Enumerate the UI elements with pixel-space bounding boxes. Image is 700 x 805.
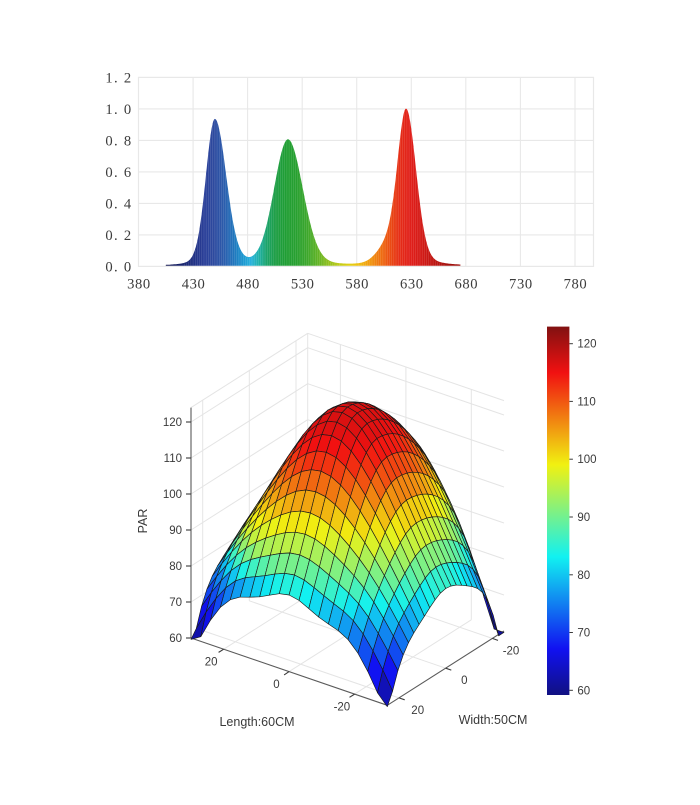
svg-text:90: 90 — [577, 512, 590, 524]
svg-text:110: 110 — [577, 396, 595, 408]
svg-text:480: 480 — [236, 277, 260, 293]
svg-text:PAR: PAR — [136, 509, 150, 534]
svg-text:100: 100 — [577, 454, 596, 466]
svg-text:730: 730 — [509, 277, 533, 293]
svg-text:380: 380 — [127, 277, 151, 293]
svg-text:Length:60CM: Length:60CM — [219, 715, 294, 729]
svg-text:630: 630 — [400, 277, 424, 293]
svg-text:680: 680 — [454, 277, 478, 293]
svg-text:80: 80 — [577, 570, 590, 582]
svg-text:Width:50CM: Width:50CM — [459, 713, 528, 727]
svg-text:0. 4: 0. 4 — [105, 197, 132, 213]
svg-text:120: 120 — [577, 339, 596, 351]
svg-text:0. 6: 0. 6 — [105, 165, 132, 181]
svg-text:0. 2: 0. 2 — [105, 228, 132, 244]
svg-text:20: 20 — [205, 657, 218, 669]
svg-text:1. 2: 1. 2 — [105, 71, 132, 87]
svg-text:120: 120 — [163, 417, 182, 429]
svg-text:-20: -20 — [503, 645, 520, 657]
svg-text:430: 430 — [182, 277, 206, 293]
svg-text:60: 60 — [169, 633, 182, 645]
svg-text:780: 780 — [564, 277, 588, 293]
svg-text:60: 60 — [577, 685, 590, 697]
svg-text:0. 0: 0. 0 — [105, 260, 132, 276]
svg-text:80: 80 — [169, 561, 182, 573]
svg-text:1. 0: 1. 0 — [105, 102, 132, 118]
svg-text:90: 90 — [169, 525, 182, 537]
svg-text:-20: -20 — [334, 702, 351, 714]
svg-text:70: 70 — [577, 628, 590, 640]
svg-text:580: 580 — [345, 277, 369, 293]
svg-text:70: 70 — [169, 597, 182, 609]
svg-text:530: 530 — [291, 277, 315, 293]
svg-text:0. 8: 0. 8 — [105, 134, 132, 150]
svg-text:20: 20 — [411, 705, 424, 717]
svg-text:100: 100 — [163, 489, 182, 501]
svg-text:0: 0 — [273, 679, 279, 691]
svg-text:0: 0 — [461, 675, 467, 687]
svg-text:110: 110 — [164, 453, 182, 465]
